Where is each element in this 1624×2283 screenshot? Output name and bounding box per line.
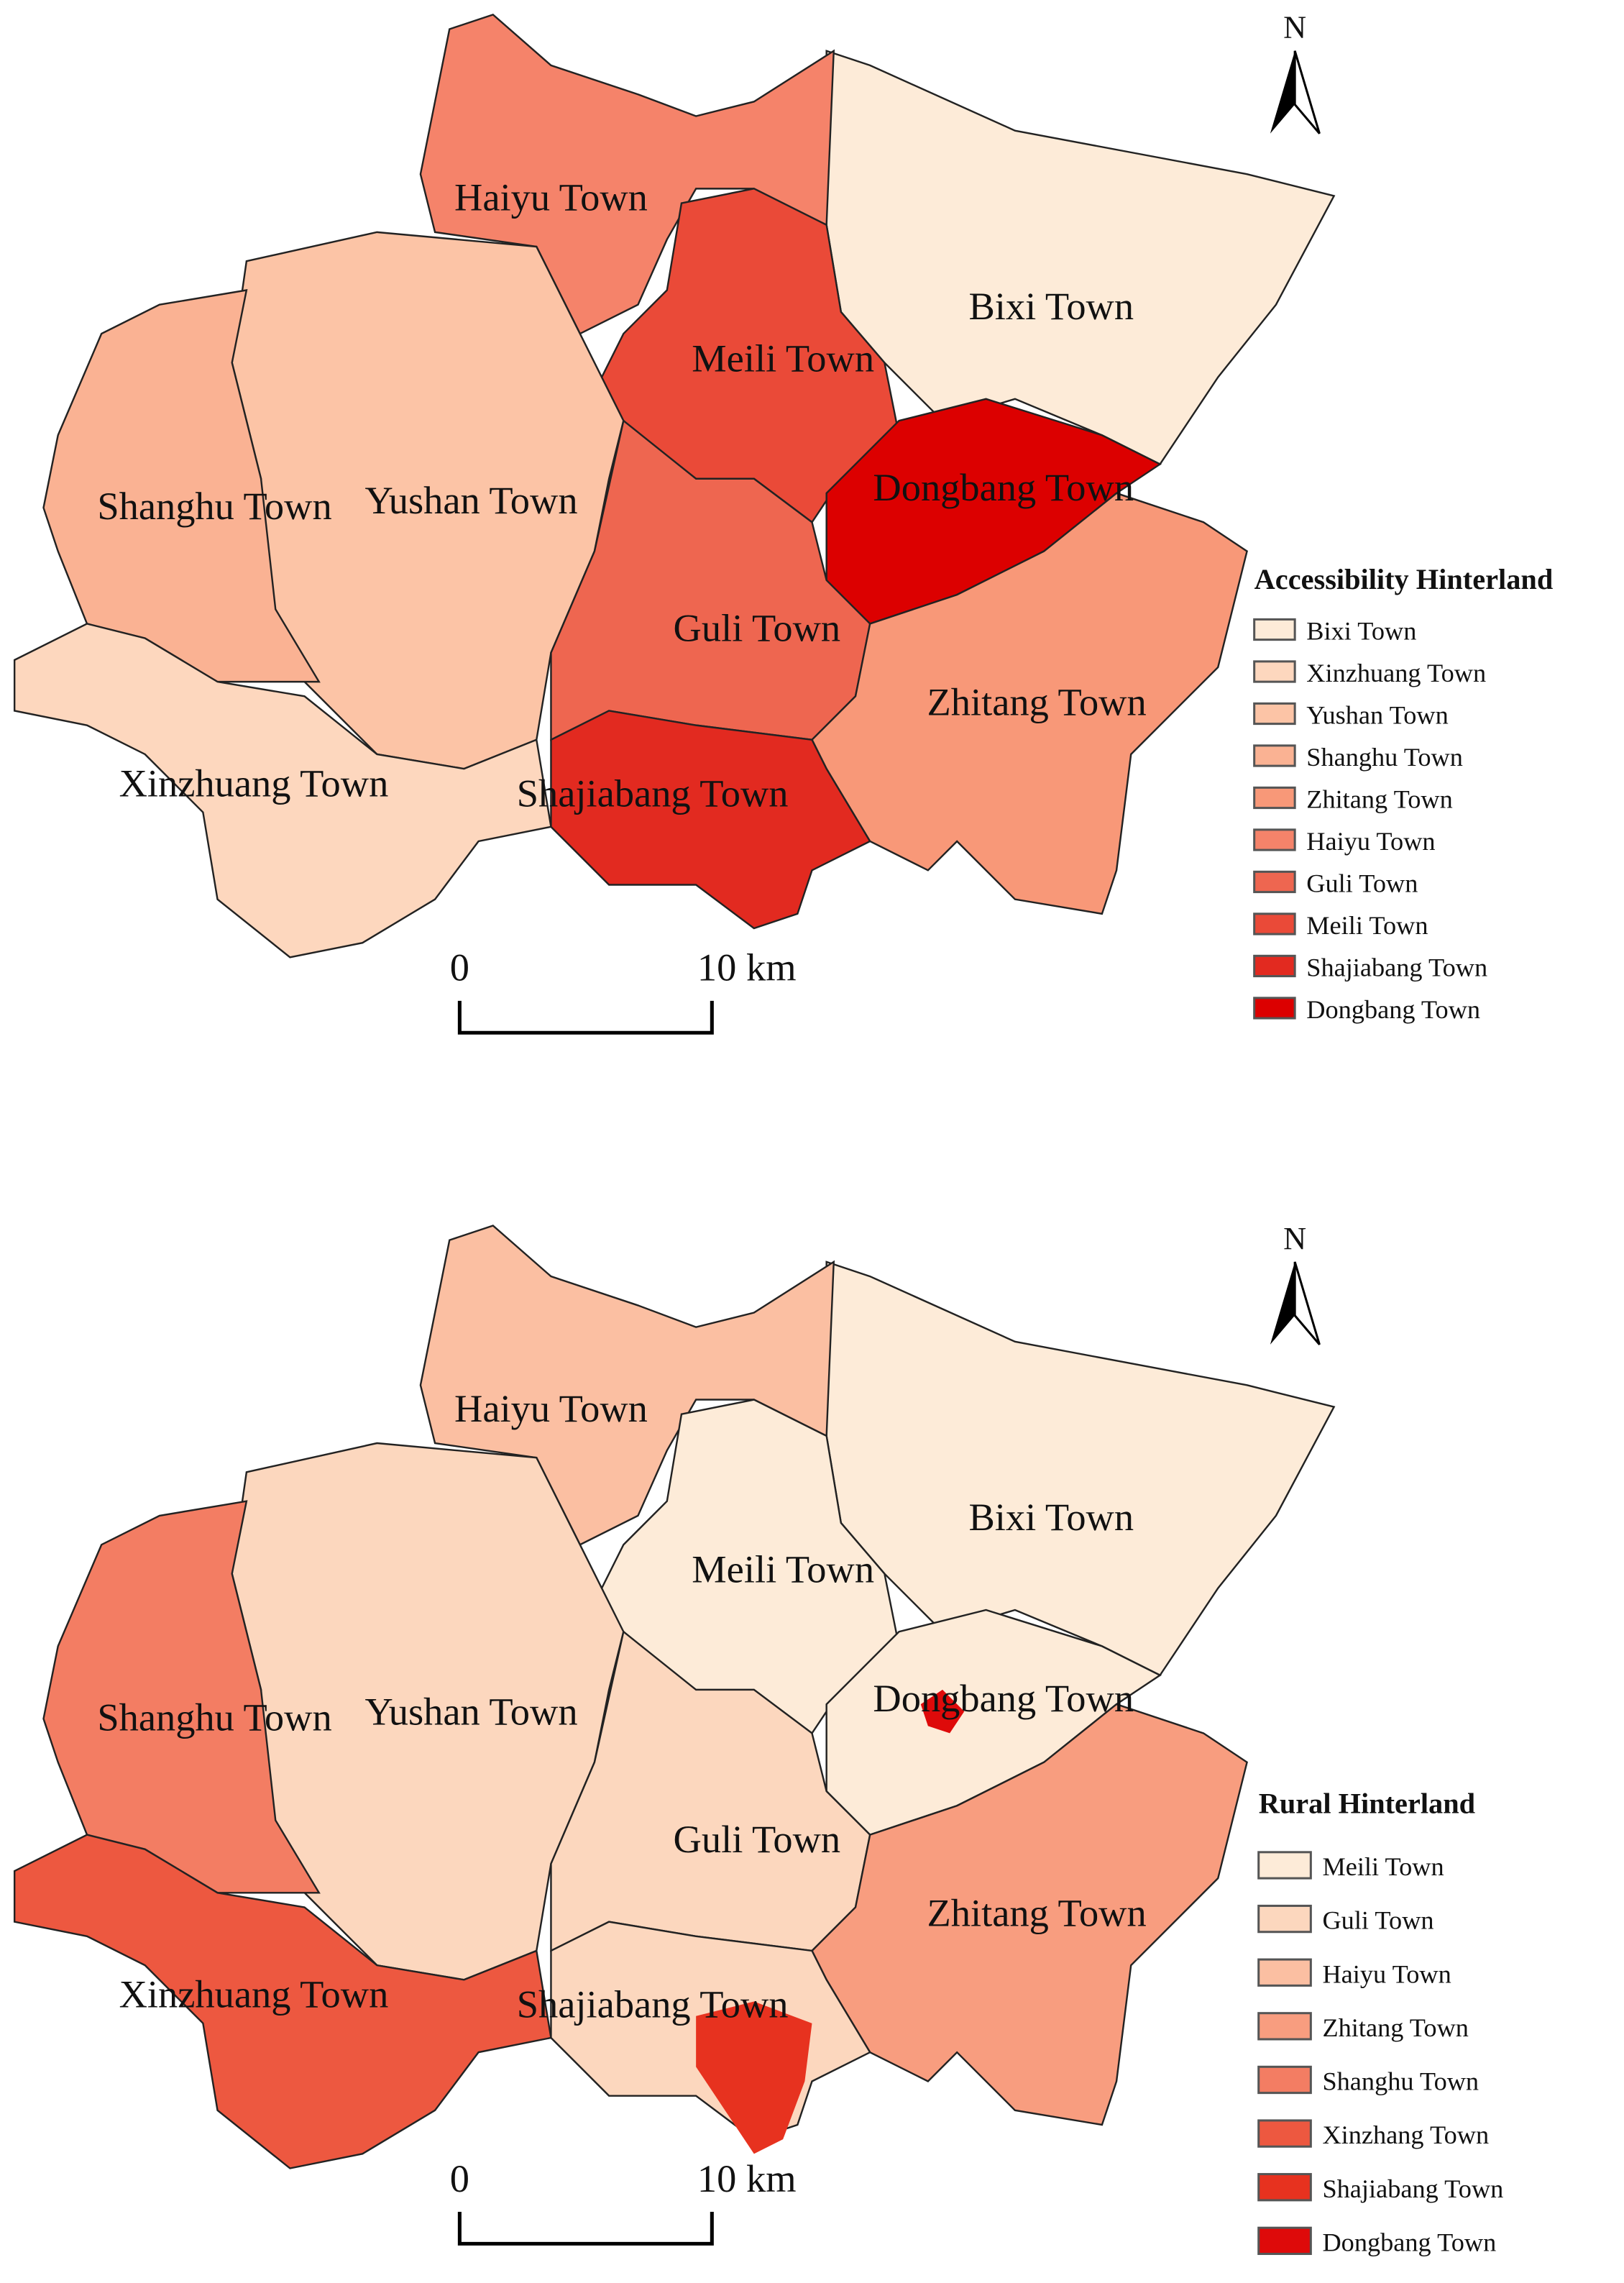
legend-title: Rural Hinterland bbox=[1259, 1787, 1475, 1819]
scale-end: 10 km bbox=[697, 2156, 797, 2200]
hotspot-region bbox=[696, 2001, 812, 2154]
scale-start: 0 bbox=[450, 2156, 469, 2200]
legend-label: Guli Town bbox=[1306, 869, 1418, 898]
town-label: Shanghu Town bbox=[97, 1695, 331, 1739]
town-label: Bixi Town bbox=[968, 1495, 1134, 1539]
legend-swatch bbox=[1253, 702, 1296, 726]
town-label: Xinzhuang Town bbox=[119, 761, 389, 805]
scale-bar bbox=[457, 1000, 714, 1035]
town-label: Meili Town bbox=[692, 336, 874, 380]
town-label: Shanghu Town bbox=[97, 484, 331, 528]
legend-swatch bbox=[1257, 1904, 1312, 1934]
legend-swatch bbox=[1253, 997, 1296, 1020]
town-region bbox=[13, 623, 552, 959]
legend-swatch bbox=[1257, 2119, 1312, 2148]
north-arrow bbox=[1293, 1261, 1321, 1345]
scale-bar bbox=[457, 2212, 714, 2246]
legend-swatch bbox=[1257, 2226, 1312, 2256]
town-label: Dongbang Town bbox=[873, 465, 1134, 509]
legend-label: Shajiabang Town bbox=[1306, 953, 1487, 982]
town-label: Dongbang Town bbox=[873, 1676, 1134, 1720]
legend-label: Shanghu Town bbox=[1306, 743, 1463, 772]
legend-label: Guli Town bbox=[1322, 1906, 1433, 1935]
town-label: Haiyu Town bbox=[454, 1386, 648, 1430]
legend-label: Xinzhuang Town bbox=[1306, 659, 1486, 687]
town-region bbox=[13, 1834, 552, 2169]
north-label: N bbox=[1283, 1220, 1306, 1256]
legend-swatch bbox=[1253, 786, 1296, 810]
legend-label: Haiyu Town bbox=[1322, 1959, 1451, 1988]
town-label: Haiyu Town bbox=[454, 175, 648, 219]
town-label: Meili Town bbox=[692, 1547, 874, 1591]
legend-label: Yushan Town bbox=[1306, 701, 1448, 730]
legend-label: Dongbang Town bbox=[1322, 2228, 1496, 2256]
legend-swatch bbox=[1253, 660, 1296, 683]
town-label: Bixi Town bbox=[968, 284, 1134, 328]
north-arrow bbox=[1293, 50, 1321, 134]
town-label: Zhitang Town bbox=[927, 680, 1147, 724]
town-region bbox=[42, 289, 321, 683]
legend-label: Xinzhang Town bbox=[1322, 2120, 1489, 2149]
legend-label: Zhitang Town bbox=[1322, 2013, 1468, 2042]
town-label: Guli Town bbox=[674, 606, 841, 650]
town-label: Zhitang Town bbox=[927, 1891, 1147, 1935]
map-panel: Haiyu Town Bixi Town Meili Town Dongbang To… bbox=[13, 1220, 1503, 2256]
legend-swatch bbox=[1253, 828, 1296, 851]
north-label: N bbox=[1283, 9, 1306, 45]
town-label: Yushan Town bbox=[364, 1689, 577, 1733]
legend-label: Bixi Town bbox=[1306, 617, 1416, 646]
town-label: Xinzhuang Town bbox=[119, 1972, 389, 2016]
legend-swatch bbox=[1253, 870, 1296, 894]
hotspot-region bbox=[920, 1689, 965, 1734]
town-region bbox=[550, 710, 871, 930]
legend-swatch bbox=[1257, 1851, 1312, 1880]
legend-swatch bbox=[1257, 2065, 1312, 2095]
legend-label: Shajiabang Town bbox=[1322, 2174, 1503, 2203]
town-region bbox=[825, 1261, 1336, 1677]
legend-label: Haiyu Town bbox=[1306, 827, 1435, 856]
legend-label: Dongbang Town bbox=[1306, 995, 1480, 1024]
legend-label: Meili Town bbox=[1306, 911, 1428, 940]
town-label: Guli Town bbox=[674, 1817, 841, 1861]
legend-swatch bbox=[1257, 1958, 1312, 1987]
town-label: Shajiabang Town bbox=[517, 772, 789, 815]
legend-title: Accessibility Hinterland bbox=[1254, 563, 1554, 595]
legend-label: Zhitang Town bbox=[1306, 785, 1452, 814]
legend-swatch bbox=[1253, 618, 1296, 641]
legend-swatch bbox=[1253, 912, 1296, 935]
scale-start: 0 bbox=[450, 946, 469, 989]
legend-swatch bbox=[1253, 954, 1296, 978]
town-label: Yushan Town bbox=[364, 478, 577, 522]
town-region bbox=[825, 50, 1336, 466]
north-arrow bbox=[1270, 1261, 1295, 1345]
town-region bbox=[42, 1500, 321, 1894]
north-arrow bbox=[1270, 50, 1295, 134]
legend-label: Shanghu Town bbox=[1322, 2067, 1479, 2096]
legend-swatch bbox=[1257, 2012, 1312, 2041]
map-panel: Haiyu Town Bixi Town Meili Town Dongbang To… bbox=[13, 9, 1554, 1035]
town-label: Shajiabang Town bbox=[517, 1982, 789, 2026]
legend-label: Meili Town bbox=[1322, 1852, 1444, 1881]
legend-swatch bbox=[1253, 744, 1296, 767]
scale-end: 10 km bbox=[697, 946, 797, 989]
legend-swatch bbox=[1257, 2173, 1312, 2202]
